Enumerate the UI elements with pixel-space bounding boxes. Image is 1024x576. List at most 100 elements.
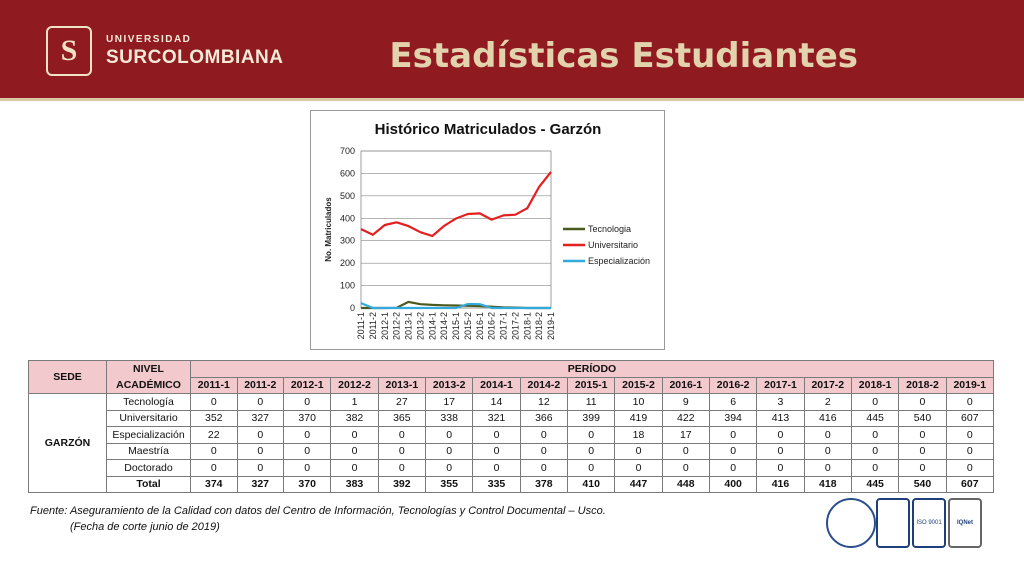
value-cell: 17 — [661, 426, 710, 444]
x-tick-label: 2017-2 — [510, 312, 520, 340]
value-cell: 0 — [472, 426, 521, 444]
value-cell: 0 — [236, 459, 285, 477]
value-cell: 0 — [708, 442, 758, 460]
logo-text: UNIVERSIDAD SURCOLOMBIANA — [106, 34, 284, 69]
value-cell: 0 — [661, 459, 710, 477]
period-header: 2016-2 — [708, 376, 758, 394]
value-cell: 365 — [377, 409, 427, 427]
value-cell: 0 — [803, 426, 852, 444]
value-cell: 400 — [708, 475, 758, 493]
value-cell: 0 — [614, 459, 663, 477]
series-line-1 — [360, 171, 552, 238]
value-cell: 0 — [756, 442, 805, 460]
x-tick-label: 2012-1 — [380, 312, 390, 340]
table-row: Especialización 22 0 0 0 0 0 0 0 0 18 17 0 0 0 0 0 0 — [29, 426, 995, 444]
period-header: 2011-2 — [236, 376, 285, 394]
value-cell: 335 — [472, 475, 521, 493]
value-cell: 0 — [661, 442, 710, 460]
table-row: Maestría 0 0 0 0 0 0 0 0 0 0 0 0 0 0 0 0 0 — [29, 442, 995, 460]
header-bar: S UNIVERSIDAD SURCOLOMBIANA Estadísticas… — [0, 0, 1024, 98]
x-tick-label: 2017-1 — [499, 312, 509, 340]
value-cell: 0 — [519, 442, 569, 460]
value-cell: 12 — [519, 393, 569, 411]
value-cell: 10 — [614, 393, 663, 411]
value-cell: 0 — [566, 442, 616, 460]
source-date: (Fecha de corte junio de 2019) — [70, 521, 220, 533]
value-cell: 0 — [519, 426, 569, 444]
legend-label: Tecnologia — [588, 224, 631, 234]
table-row: Universitario 352 327 370 382 365 338 321 366 399… — [29, 409, 995, 427]
value-cell: 321 — [472, 409, 521, 427]
period-header: 2013-1 — [377, 376, 427, 394]
value-cell: 0 — [425, 442, 474, 460]
iqnet-icon: IQNet — [948, 498, 982, 548]
value-cell: 0 — [898, 426, 947, 444]
value-cell: 607 — [945, 475, 995, 493]
y-tick-label: 400 — [340, 213, 355, 223]
period-header: 2018-1 — [850, 376, 900, 394]
value-cell: 0 — [472, 442, 521, 460]
period-header: 2015-1 — [566, 376, 616, 394]
line-chart: Histórico Matriculados - Garzón 0 100 200 30… — [324, 121, 650, 340]
value-cell: 540 — [898, 475, 947, 493]
enrollment-table: SEDE NIVEL PERÍODO ACADÉMICO 2011-1 2011-… — [28, 360, 995, 493]
value-cell: 0 — [566, 459, 616, 477]
value-cell: 6 — [708, 393, 758, 411]
y-tick-label: 200 — [340, 258, 355, 268]
level-label: Especialización — [106, 426, 191, 444]
plot-area — [360, 150, 552, 309]
period-header: 2018-2 — [898, 376, 947, 394]
period-header: 2017-1 — [756, 376, 805, 394]
value-cell: 0 — [803, 459, 852, 477]
value-cell: 370 — [283, 475, 332, 493]
x-tick-label: 2013-2 — [415, 312, 425, 340]
value-cell: 0 — [566, 426, 616, 444]
x-tick-label: 2016-2 — [487, 312, 497, 340]
value-cell: 0 — [236, 393, 285, 411]
value-cell: 0 — [377, 426, 427, 444]
value-cell: 382 — [330, 409, 379, 427]
legend-label: Universitario — [588, 240, 638, 250]
y-tick-label: 100 — [340, 281, 355, 291]
value-cell: 0 — [850, 426, 900, 444]
series-line-2 — [360, 302, 551, 310]
value-cell: 445 — [850, 475, 900, 493]
y-tick-label: 700 — [340, 146, 355, 156]
header-divider — [0, 98, 1024, 101]
value-cell: 540 — [898, 409, 947, 427]
value-cell: 338 — [425, 409, 474, 427]
value-cell: 0 — [756, 426, 805, 444]
value-cell: 0 — [330, 459, 379, 477]
value-cell: 394 — [708, 409, 758, 427]
x-tick-label: 2018-2 — [534, 312, 544, 340]
x-tick-label: 2014-2 — [439, 312, 449, 340]
y-tick-label: 300 — [340, 236, 355, 246]
value-cell: 0 — [377, 442, 427, 460]
period-header: 2012-2 — [330, 376, 379, 394]
value-cell: 0 — [945, 459, 995, 477]
value-cell: 0 — [850, 442, 900, 460]
value-cell: 327 — [236, 409, 285, 427]
value-cell: 0 — [190, 393, 238, 411]
x-tick-label: 2014-1 — [427, 312, 437, 340]
value-cell: 0 — [330, 442, 379, 460]
total-row: Total 374 327 370 383 392 355 335 378 410 447 448 40… — [29, 475, 995, 493]
value-cell: 0 — [425, 459, 474, 477]
value-cell: 0 — [898, 442, 947, 460]
value-cell: 366 — [519, 409, 569, 427]
iso-label: ISO 9001 — [916, 520, 942, 526]
y-axis-label: No. Matriculados — [324, 197, 333, 262]
value-cell: 2 — [803, 393, 852, 411]
value-cell: 0 — [519, 459, 569, 477]
table-row: GARZÓN Tecnología 0 0 0 1 27 17 14 12 11 10 9 6 3 2 0 0 0 — [28, 393, 995, 493]
iqnet-label: IQNet — [956, 520, 973, 526]
x-tick-label: 2019-1 — [546, 312, 556, 340]
x-tick-label: 2015-1 — [451, 312, 461, 340]
periodo-header: PERÍODO — [190, 360, 994, 378]
period-header: 2013-2 — [425, 376, 474, 394]
value-cell: 374 — [190, 475, 238, 493]
value-cell: 410 — [566, 475, 616, 493]
nivel-header: NIVEL — [106, 360, 191, 377]
value-cell: 0 — [708, 426, 758, 444]
